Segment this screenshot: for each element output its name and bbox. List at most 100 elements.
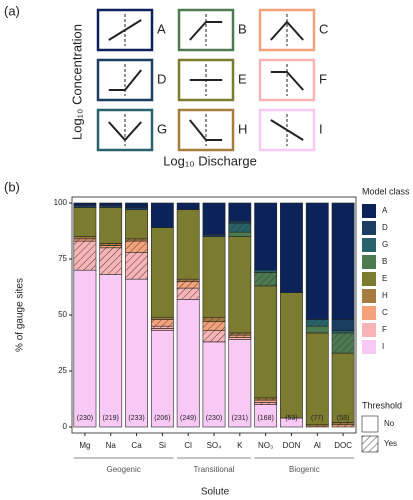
x-tick-label: Na xyxy=(106,441,117,450)
bar-segment xyxy=(254,269,278,273)
x-tick-label: K xyxy=(237,441,243,450)
bar-segment-hatched xyxy=(176,287,200,300)
x-tick-label: NO₃ xyxy=(258,441,273,450)
group-label: Biogenic xyxy=(289,465,320,474)
legend-swatch xyxy=(362,323,376,337)
cq-shape xyxy=(189,21,223,41)
bar-segment xyxy=(150,202,174,228)
x-tick-label: DON xyxy=(283,441,301,450)
bar-segment-hatched xyxy=(150,325,174,329)
legend-swatch xyxy=(362,289,376,303)
bar-segment xyxy=(305,325,329,334)
threshold-label: No xyxy=(384,419,395,428)
x-tick-label: Mg xyxy=(79,441,90,450)
cq-shape xyxy=(270,20,304,41)
cq-shape xyxy=(270,119,304,141)
sample-size: (230) xyxy=(77,415,93,422)
y-axis-label: % of gauge sites xyxy=(15,278,26,352)
cq-shape xyxy=(108,19,142,41)
sample-size: (206) xyxy=(154,415,170,422)
bar-segment-hatched xyxy=(228,332,252,336)
bar-segment xyxy=(125,207,148,211)
class-box xyxy=(177,108,235,152)
class-label: I xyxy=(319,121,323,136)
bar-segment-hatched xyxy=(331,424,355,428)
legend-label: E xyxy=(382,274,387,283)
class-label: D xyxy=(157,71,166,86)
panel-a-x-label: Log₁₀ Discharge xyxy=(163,153,257,168)
bar-segment xyxy=(228,236,252,334)
bar-segment-hatched xyxy=(150,319,174,327)
bar-segment xyxy=(99,207,123,244)
legend-swatch xyxy=(362,255,376,269)
bar-segment xyxy=(228,231,252,237)
bar-segment-hatched xyxy=(228,334,252,338)
legend-swatch xyxy=(362,204,376,218)
sample-size: (233) xyxy=(128,415,144,422)
class-label: H xyxy=(238,121,247,136)
x-tick-label: Al xyxy=(314,441,321,450)
bar-segment xyxy=(99,274,123,428)
bar-segment-hatched xyxy=(202,330,226,343)
bar-segment xyxy=(228,202,252,222)
class-box xyxy=(258,8,316,52)
threshold-swatch xyxy=(361,415,379,433)
legend-swatch xyxy=(362,238,376,252)
cq-shape xyxy=(108,69,142,91)
legend-swatch xyxy=(362,221,376,235)
cq-shape xyxy=(189,119,223,141)
bar-segment-hatched xyxy=(331,332,355,354)
legend-label: I xyxy=(382,342,384,351)
bar-segment xyxy=(202,202,226,235)
sample-size: (77) xyxy=(311,415,323,422)
bar-segment-hatched xyxy=(176,278,200,282)
sample-size: (219) xyxy=(103,415,119,422)
class-box xyxy=(258,58,316,102)
class-box xyxy=(258,108,316,152)
bar-segment-hatched xyxy=(254,402,278,405)
bar-segment-hatched xyxy=(99,247,123,275)
class-box xyxy=(177,58,235,102)
class-box xyxy=(96,58,154,102)
legend-title: Model class xyxy=(362,186,410,196)
x-tick-label: Si xyxy=(159,441,166,450)
bar-segment-hatched xyxy=(73,240,97,271)
bar-segment xyxy=(331,352,355,423)
bar-segment xyxy=(150,330,174,428)
panel-a-label: (a) xyxy=(4,3,20,18)
class-box xyxy=(177,8,235,52)
panel-b-label: (b) xyxy=(4,179,20,194)
bar-segment xyxy=(331,202,355,320)
bar-segment xyxy=(176,299,200,428)
bar-segment xyxy=(125,202,148,208)
legend-label: B xyxy=(382,257,387,266)
bar-segment-hatched xyxy=(125,251,148,280)
sample-size: (230) xyxy=(206,415,222,422)
bar-segment xyxy=(150,316,174,320)
y-tick-label: 75 xyxy=(58,254,67,263)
x-tick-label: Cl xyxy=(184,441,192,450)
bar-segment xyxy=(99,204,123,208)
y-tick-label: 50 xyxy=(58,310,67,319)
bar-segment xyxy=(228,220,252,224)
legend-label: D xyxy=(382,223,388,232)
legend-swatch xyxy=(362,340,376,354)
bar-segment xyxy=(150,227,174,318)
bar-segment-hatched xyxy=(125,240,148,253)
class-label: A xyxy=(157,21,166,36)
class-label: C xyxy=(319,21,328,36)
legend-swatch xyxy=(362,272,376,286)
bar-segment xyxy=(254,399,278,403)
sample-size: (168) xyxy=(257,415,273,422)
legend-label: A xyxy=(382,206,388,215)
threshold-title: Threshold xyxy=(362,400,402,410)
bar-segment-hatched xyxy=(73,238,97,242)
bar-segment xyxy=(280,202,303,293)
bar-segment-hatched xyxy=(99,243,123,246)
bar-segment xyxy=(254,202,278,271)
bar-segment xyxy=(73,269,97,428)
bar-segment xyxy=(125,278,148,428)
bar-segment xyxy=(280,292,303,419)
y-tick-label: 100 xyxy=(54,198,68,207)
